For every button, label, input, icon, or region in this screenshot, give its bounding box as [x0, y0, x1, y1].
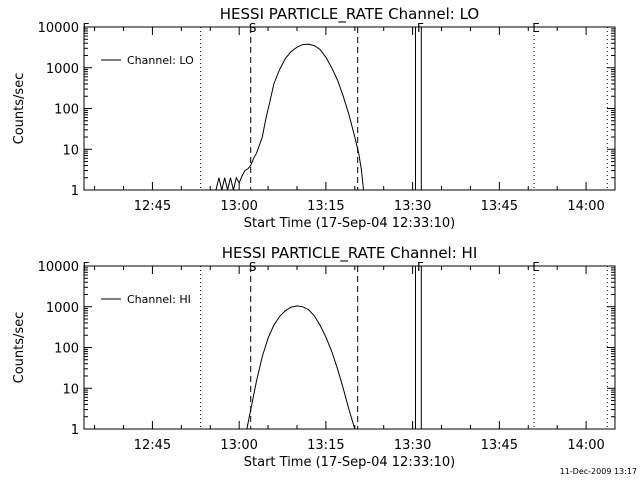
chart-panel-hi: HESSI PARTICLE_RATE Channel: HI Counts/se… [12, 244, 616, 470]
y-tick-label: 1 [71, 184, 79, 199]
annotation-s: S [249, 21, 257, 35]
y-tick-label: 100 [54, 342, 79, 357]
y-tick-label: 10000 [38, 260, 79, 275]
annotation-e: E [532, 21, 540, 35]
annotation-f: F [83, 21, 90, 35]
y-tick-label: 10 [62, 143, 79, 158]
x-tick-label: 13:45 [481, 438, 518, 453]
y-tick-label: 10 [62, 382, 79, 397]
x-tick-label: 14:00 [567, 438, 604, 453]
y-axis-label: Counts/sec [12, 312, 27, 384]
x-tick-label: 13:30 [394, 199, 431, 214]
series-line [215, 43, 364, 191]
y-tick-label: 100 [54, 103, 79, 118]
x-tick-label: 14:00 [567, 199, 604, 214]
x-tick-label: 13:45 [481, 199, 518, 214]
x-tick-label: 13:30 [394, 438, 431, 453]
x-axis-label: Start Time (17-Sep-04 12:33:10) [244, 455, 455, 470]
annotation-f: F [83, 260, 90, 274]
annotation-s: S [249, 260, 257, 274]
annotation-f: F [417, 260, 424, 274]
x-tick-label: 12:45 [134, 438, 171, 453]
legend-label: Channel: HI [127, 293, 191, 306]
footer-timestamp: 11-Dec-2009 13:17 [560, 467, 637, 476]
x-tick-label: 13:15 [307, 199, 344, 214]
chart-title: HESSI PARTICLE_RATE Channel: LO [220, 5, 479, 24]
y-tick-label: 1000 [46, 62, 79, 77]
plot-frame [83, 26, 616, 191]
y-axis-label: Counts/sec [12, 73, 27, 145]
annotation-f: F [417, 21, 424, 35]
x-tick-label: 13:00 [220, 199, 257, 214]
annotation-e: E [532, 260, 540, 274]
chart-panel-lo: HESSI PARTICLE_RATE Channel: LO Counts/se… [12, 5, 616, 231]
y-tick-label: 10000 [38, 21, 79, 36]
plot-frame [83, 265, 616, 430]
chart-title: HESSI PARTICLE_RATE Channel: HI [222, 244, 478, 263]
x-tick-label: 12:45 [134, 199, 171, 214]
y-tick-label: 1000 [46, 301, 79, 316]
legend-label: Channel: LO [127, 54, 194, 67]
series-line [246, 305, 356, 430]
y-tick-label: 1 [71, 423, 79, 438]
x-tick-label: 13:15 [307, 438, 344, 453]
x-axis-label: Start Time (17-Sep-04 12:33:10) [244, 216, 455, 231]
x-tick-label: 13:00 [220, 438, 257, 453]
